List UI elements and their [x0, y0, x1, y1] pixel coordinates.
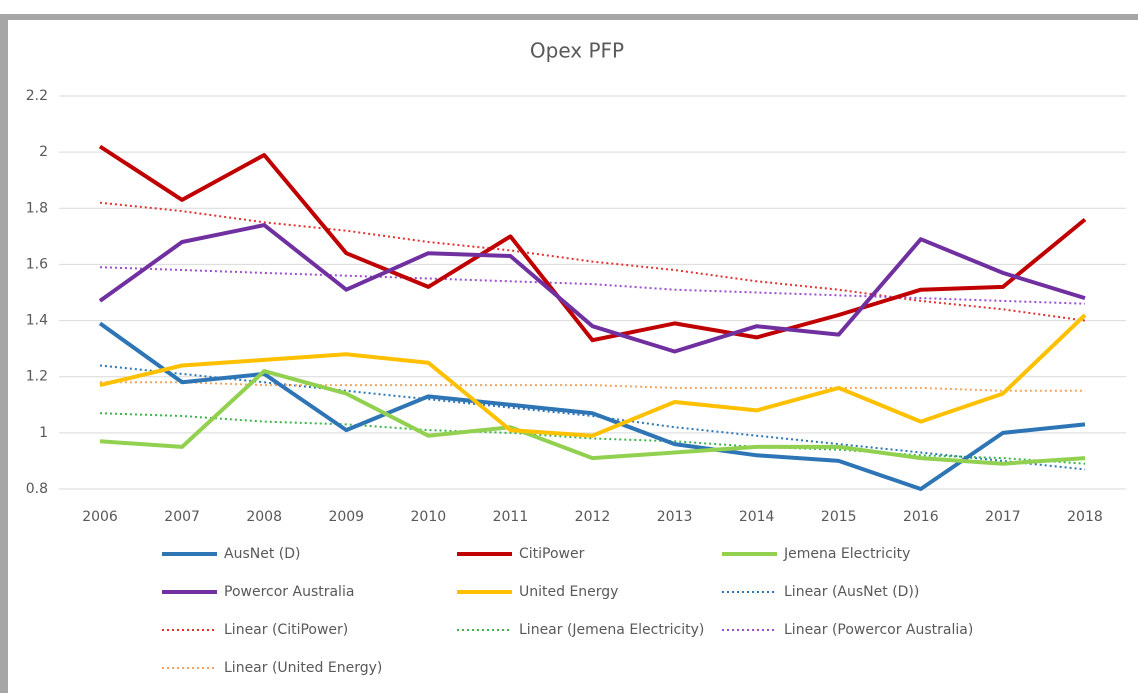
x-tick-label: 2018 [1067, 509, 1103, 525]
legend-label: United Energy [519, 584, 618, 600]
x-tick-label: 2010 [411, 509, 447, 525]
legend-label: AusNet (D) [224, 546, 300, 562]
x-tick-label: 2014 [739, 509, 775, 525]
x-tick-label: 2009 [328, 509, 364, 525]
y-tick-label: 1.4 [26, 313, 48, 329]
legend-label: CitiPower [519, 546, 585, 562]
y-tick-label: 0.8 [26, 481, 48, 497]
series-line [98, 223, 1086, 354]
x-tick-label: 2015 [821, 509, 857, 525]
chart-title: Opex PFP [530, 39, 624, 63]
series-line [99, 369, 1086, 466]
legend-label: Linear (United Energy) [224, 660, 382, 676]
legend-label: Linear (Jemena Electricity) [519, 622, 704, 638]
trend-line [100, 381, 1085, 392]
series-line [98, 144, 1087, 343]
legend-label: Linear (AusNet (D)) [784, 584, 919, 600]
trend-line [99, 266, 1086, 305]
x-tick-label: 2016 [903, 509, 939, 525]
trend-line [99, 412, 1086, 465]
frame-left [0, 14, 8, 693]
y-tick-label: 1.6 [26, 256, 48, 272]
legend-label: Linear (Powercor Australia) [784, 622, 973, 638]
x-tick-label: 2006 [82, 509, 118, 525]
x-tick-label: 2007 [164, 509, 200, 525]
y-tick-label: 2 [39, 144, 48, 160]
legend-label: Linear (CitiPower) [224, 622, 348, 638]
x-tick-label: 2012 [575, 509, 611, 525]
x-tick-label: 2013 [657, 509, 693, 525]
series-line [99, 313, 1087, 438]
trend-line [99, 201, 1086, 322]
x-tick-label: 2017 [985, 509, 1021, 525]
series-line [98, 321, 1086, 491]
legend-label: Powercor Australia [224, 584, 354, 600]
trend-line [99, 364, 1086, 471]
y-tick-label: 1 [39, 425, 48, 441]
y-tick-label: 2.2 [26, 88, 48, 104]
y-tick-label: 1.2 [26, 369, 48, 385]
frame-top [0, 14, 1138, 20]
legend-label: Jemena Electricity [783, 546, 910, 562]
x-tick-label: 2008 [246, 509, 282, 525]
y-tick-label: 1.8 [26, 200, 48, 216]
page-top [0, 0, 1138, 18]
x-tick-label: 2011 [493, 509, 529, 525]
